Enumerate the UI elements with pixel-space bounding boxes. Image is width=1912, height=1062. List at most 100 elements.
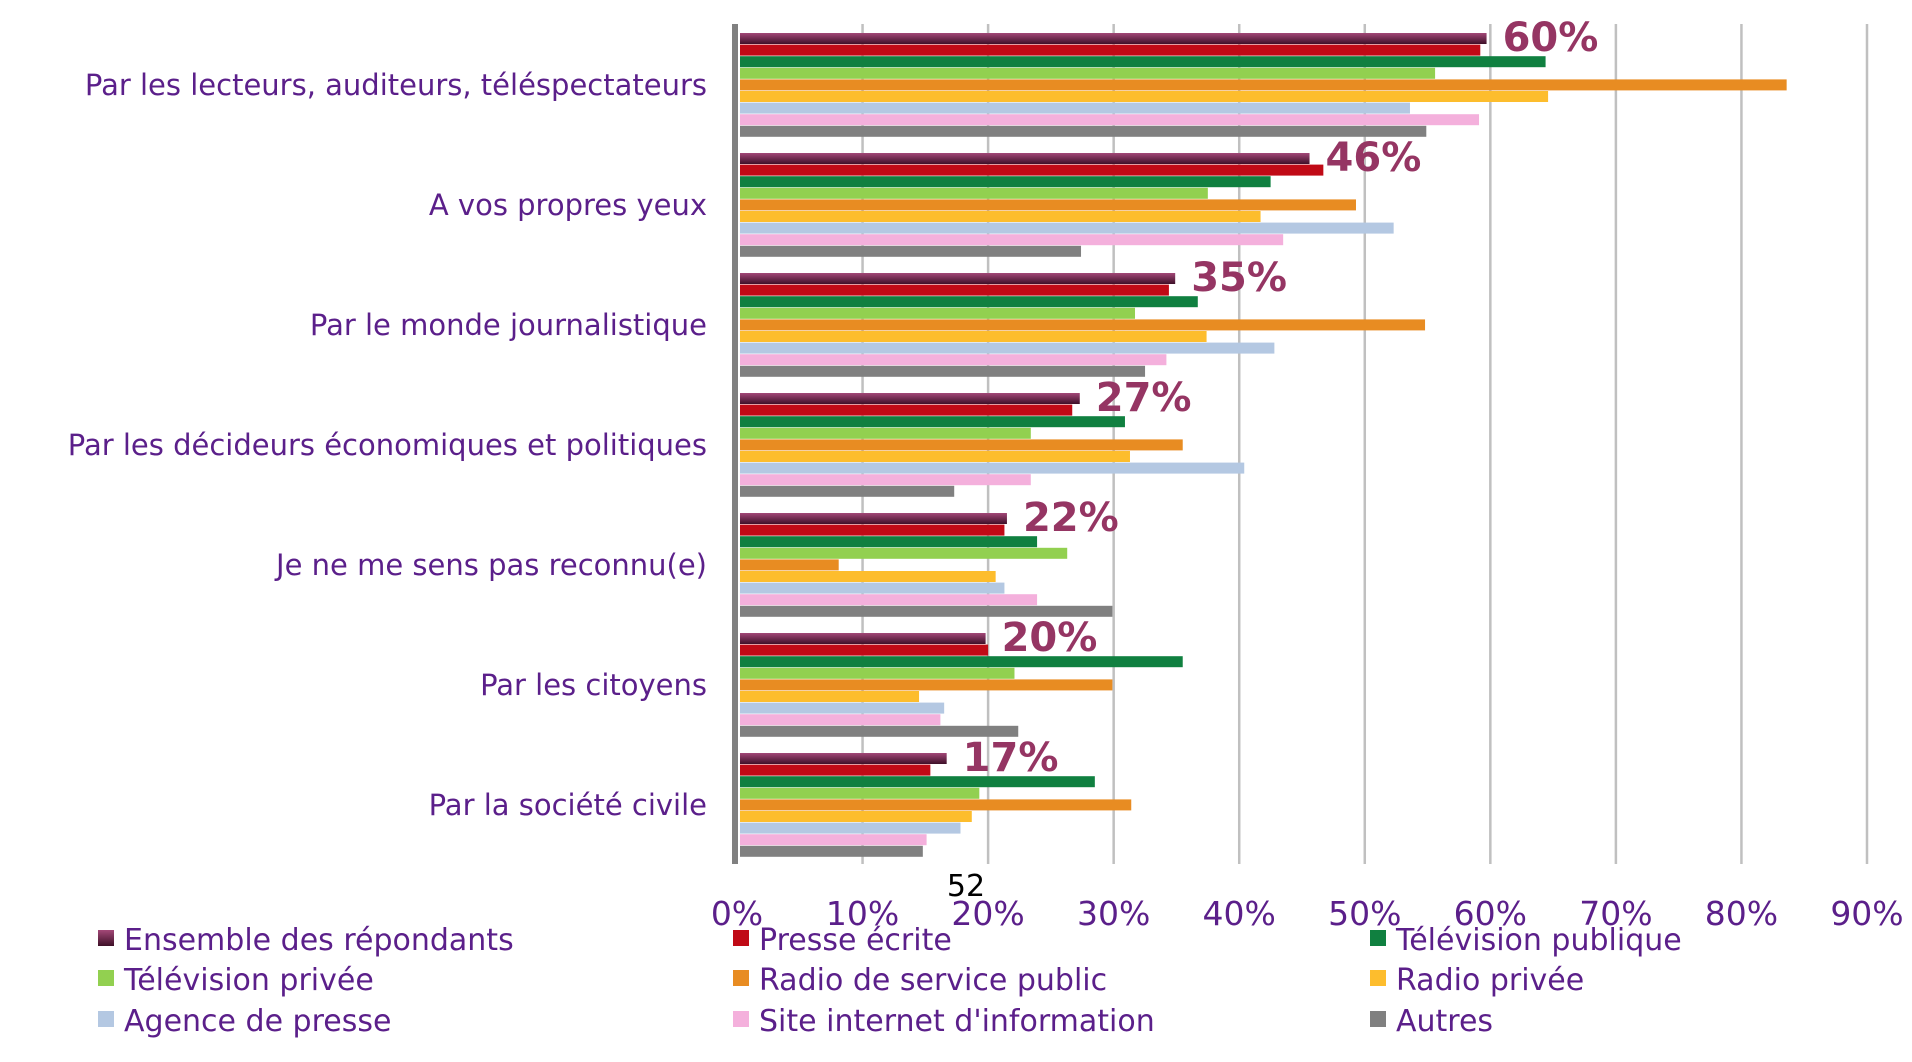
bar: [740, 811, 972, 822]
legend-label: Autres: [1396, 1004, 1493, 1039]
bar: [740, 799, 1132, 811]
bar: [740, 633, 986, 644]
bar: [740, 44, 1481, 56]
bar: [740, 605, 1113, 617]
category-label: Par les décideurs économiques et politiq…: [68, 428, 707, 462]
bar: [740, 114, 1480, 126]
legend-marker: [733, 930, 749, 946]
bar: [740, 427, 1031, 439]
bar: [740, 125, 1427, 137]
bar: [740, 764, 931, 776]
bar: [740, 342, 1275, 354]
category-label: A vos propres yeux: [429, 188, 707, 222]
bar: [740, 845, 923, 857]
bar: [740, 319, 1426, 331]
bar: [740, 404, 1073, 416]
category-label: Par les citoyens: [480, 668, 707, 702]
x-tick-label: 20%: [951, 894, 1024, 933]
bar: [740, 393, 1080, 404]
legend-marker: [1370, 970, 1386, 986]
bar: [740, 211, 1261, 222]
bar: [740, 474, 1031, 486]
bar: [740, 559, 839, 571]
bar: [740, 365, 1146, 377]
highlight-value-label: 20%: [1002, 615, 1098, 661]
bar: [740, 284, 1169, 296]
bar: [740, 67, 1436, 79]
legend-label: Radio de service public: [759, 963, 1107, 998]
bar: [740, 176, 1271, 188]
x-tick-label: 60%: [1454, 894, 1527, 933]
bar: [740, 725, 1019, 737]
x-tick-label: 30%: [1077, 894, 1150, 933]
legend-label: Ensemble des répondants: [124, 923, 514, 958]
legend-marker: [98, 970, 114, 986]
bar: [740, 834, 927, 846]
bar: [740, 79, 1787, 91]
bar: [740, 164, 1324, 176]
bar: [740, 594, 1038, 606]
bar: [740, 462, 1245, 474]
category-label: Par le monde journalistique: [310, 308, 707, 342]
highlight-value-label: 22%: [1023, 495, 1119, 541]
x-tick-label: 70%: [1579, 894, 1652, 933]
bar: [740, 187, 1208, 199]
highlight-value-label: 46%: [1326, 135, 1422, 181]
legend-label: Agence de presse: [124, 1004, 391, 1039]
category-label: Je ne me sens pas reconnu(e): [274, 548, 707, 582]
bar: [740, 787, 980, 799]
x-tick-label: 80%: [1705, 894, 1778, 933]
x-tick-label: 40%: [1203, 894, 1276, 933]
legend-marker: [98, 1011, 114, 1027]
bar: [740, 234, 1284, 246]
bar: [740, 667, 1015, 679]
bar: [740, 439, 1183, 451]
bar: [740, 33, 1487, 44]
x-tick-label: 10%: [826, 894, 899, 933]
bar: [740, 222, 1394, 234]
x-tick-label: 50%: [1328, 894, 1401, 933]
bar: [740, 354, 1167, 366]
legend-marker: [98, 930, 114, 946]
bar: [740, 153, 1310, 164]
legend-label: Presse écrite: [759, 923, 952, 958]
legend-marker: [1370, 1011, 1386, 1027]
legend-label: Radio privée: [1396, 963, 1584, 998]
bar: [740, 691, 920, 702]
bar: [740, 245, 1082, 257]
bar: [740, 571, 996, 582]
bar: [740, 702, 945, 714]
bar: [740, 273, 1176, 284]
bar: [740, 582, 1005, 594]
bar: [740, 91, 1549, 102]
bar: [740, 776, 1095, 788]
legend-label: Site internet d'information: [759, 1004, 1155, 1039]
page-number: 52: [947, 869, 985, 904]
legend-marker: [733, 1011, 749, 1027]
highlight-value-label: 27%: [1096, 375, 1192, 421]
bar: [740, 656, 1183, 668]
bar: [740, 524, 1005, 536]
bar: [740, 485, 955, 497]
highlight-value-label: 60%: [1503, 15, 1599, 61]
legend-label: Télévision privée: [123, 963, 374, 998]
bar: [740, 307, 1136, 319]
highlight-value-label: 35%: [1191, 255, 1287, 301]
bar: [740, 296, 1198, 308]
bar: [740, 56, 1546, 68]
category-label: Par les lecteurs, auditeurs, téléspectat…: [85, 68, 707, 102]
legend-marker: [733, 970, 749, 986]
x-tick-label: 0%: [711, 894, 763, 933]
bar: [740, 644, 989, 656]
y-axis-line: [732, 24, 738, 864]
bar: [740, 199, 1356, 211]
bar: [740, 451, 1130, 462]
legend-marker: [1370, 930, 1386, 946]
bar: [740, 102, 1410, 114]
bar: [740, 679, 1113, 691]
legend-label: Télévision publique: [1395, 923, 1682, 958]
category-label: Par la société civile: [429, 788, 707, 822]
x-tick-label: 90%: [1830, 894, 1903, 933]
bar: [740, 331, 1207, 342]
